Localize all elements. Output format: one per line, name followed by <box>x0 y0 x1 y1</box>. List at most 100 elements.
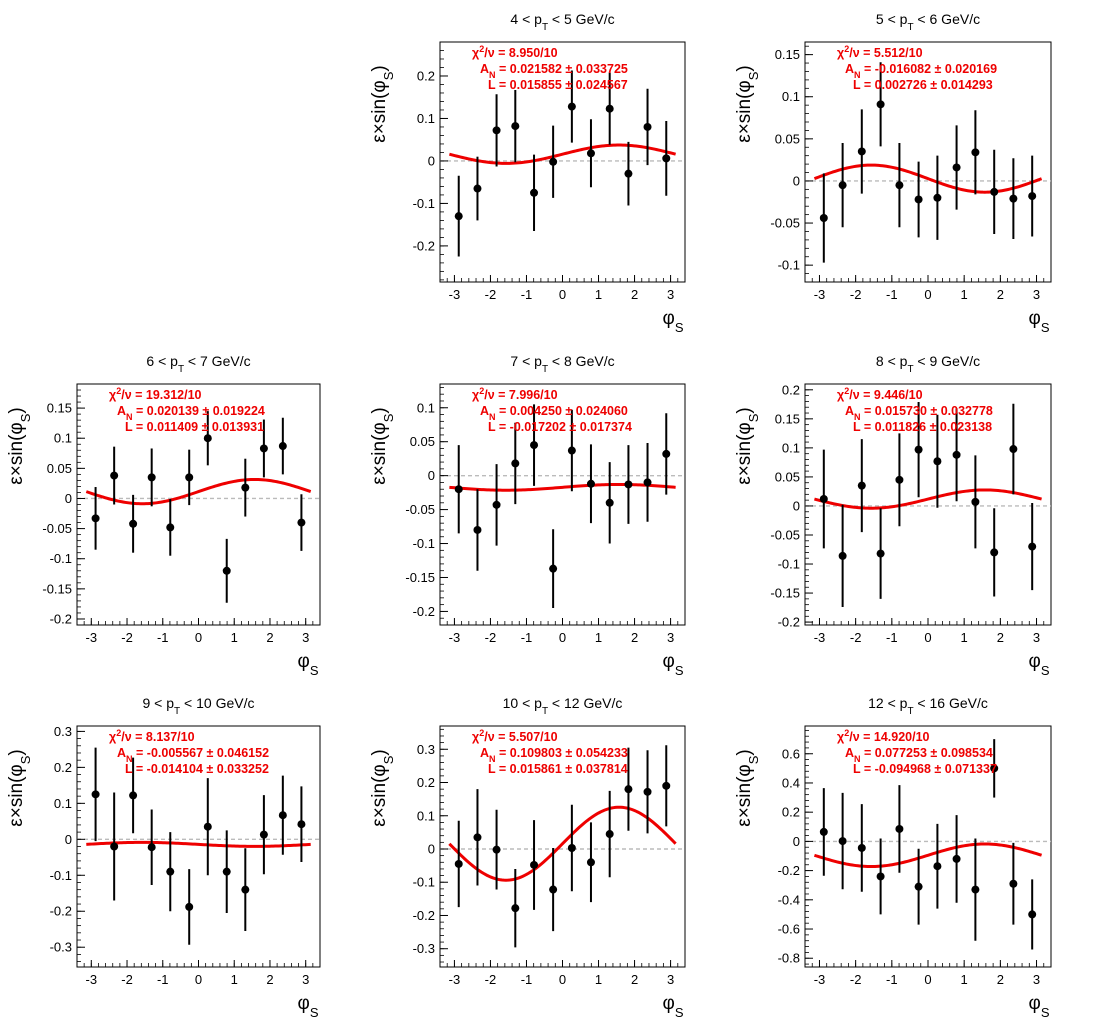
fit-l-text: L = 0.011826 ± 0.023138 <box>853 420 992 434</box>
fit-chi2-text: χ2​/ν = 7.996/10 <box>472 386 558 402</box>
x-tick-label: 2 <box>997 287 1004 302</box>
data-point <box>952 854 961 863</box>
data-point <box>91 514 100 523</box>
plot-panel: -3 -2 -1 0 1 2 3 -0.8 -0.6 -0.4 -0.2 0 0.2 0.4 0.6 12 <… <box>734 695 1052 1020</box>
data-point <box>129 791 138 800</box>
y-tick-label: 0.2 <box>417 68 435 83</box>
data-point <box>473 833 482 842</box>
y-tick-label: -0.2 <box>778 615 800 630</box>
fit-l-text: L = -0.017202 ± 0.017374 <box>488 420 632 434</box>
y-tick-label: 0.1 <box>54 431 72 446</box>
fit-l-text: L = -0.094968 ± 0.071337 <box>853 762 997 776</box>
fit-an-text: AN​ = 0.004250 ± 0.024060 <box>480 404 628 422</box>
data-point <box>1028 542 1037 551</box>
x-axis-label: φS​ <box>1029 993 1050 1020</box>
y-tick-label: -0.05 <box>770 527 800 542</box>
y-tick-label: 0.15 <box>47 401 72 416</box>
fit-an-text: AN​ = 0.015730 ± 0.032778 <box>845 404 993 422</box>
data-point <box>1028 910 1037 919</box>
fit-curve <box>86 840 311 848</box>
y-tick-label: 0 <box>65 491 72 506</box>
data-point <box>876 872 885 881</box>
y-tick-label: 0.2 <box>417 775 435 790</box>
data-point <box>166 867 175 876</box>
data-point <box>971 148 980 157</box>
data-point <box>990 187 999 196</box>
data-point <box>259 830 268 839</box>
x-tick-label: -1 <box>886 287 898 302</box>
data-point <box>511 904 520 913</box>
plot-panel: -3 -2 -1 0 1 2 3 -0.3 -0.2 -0.1 0 0.1 0.2 0.3 9 < pT​ … <box>6 695 321 1020</box>
x-tick-label: 0 <box>195 972 202 987</box>
y-tick-label: 0.1 <box>417 111 435 126</box>
x-tick-label: 1 <box>231 972 238 987</box>
fit-chi2-text: χ2​/ν = 5.507/10 <box>472 728 558 744</box>
y-tick-label: 0.05 <box>775 469 800 484</box>
data-point <box>895 824 904 833</box>
x-tick-label: 1 <box>961 972 968 987</box>
y-tick-label: -0.2 <box>50 611 72 626</box>
y-tick-label: -0.1 <box>413 536 435 551</box>
data-point <box>586 149 595 158</box>
x-tick-label: -1 <box>886 630 898 645</box>
data-point <box>567 843 576 852</box>
y-axis-label: ε×sin(φS​) <box>734 65 761 143</box>
y-tick-label: -0.1 <box>413 875 435 890</box>
data-point <box>549 157 558 166</box>
data-point <box>297 820 306 829</box>
data-point <box>492 500 501 509</box>
x-tick-label: 3 <box>667 972 674 987</box>
x-tick-label: 3 <box>1033 287 1040 302</box>
y-tick-label: -0.05 <box>42 521 72 536</box>
fit-curve <box>813 842 1043 869</box>
x-tick-label: 3 <box>302 972 309 987</box>
data-point <box>259 444 268 453</box>
data-point <box>185 902 194 911</box>
x-tick-label: 0 <box>924 630 931 645</box>
x-axis-label: φS​ <box>1029 308 1050 335</box>
data-point <box>454 212 463 221</box>
y-tick-label: 0 <box>428 468 435 483</box>
y-tick-label: -0.05 <box>405 502 435 517</box>
fit-curve <box>814 488 1042 510</box>
fit-curve <box>448 143 677 165</box>
fit-chi2-text: χ2​/ν = 9.446/10 <box>837 386 923 402</box>
y-tick-label: -0.05 <box>770 216 800 231</box>
x-tick-label: 2 <box>266 972 273 987</box>
y-tick-label: 0.2 <box>54 760 72 775</box>
x-tick-label: -3 <box>449 287 461 302</box>
data-point <box>1028 192 1037 201</box>
x-tick-label: 0 <box>195 630 202 645</box>
fit-l-text: L = -0.014104 ± 0.033252 <box>125 762 269 776</box>
fit-an-text: AN​ = 0.109803 ± 0.054233 <box>480 746 628 764</box>
data-point <box>203 434 212 443</box>
data-point <box>1009 194 1018 203</box>
plot-panel: -3 -2 -1 0 1 2 3 -0.2 -0.15 -0.1 -0.05 0 0.05 0.1 7 < … <box>369 353 686 678</box>
panel-title: 6 < pT​ < 7 GeV/c <box>146 353 250 375</box>
fit-an-text: AN​ = 0.077253 ± 0.098534 <box>845 746 993 764</box>
y-axis-label: ε×sin(φS​) <box>369 749 396 827</box>
plot-panel: -3 -2 -1 0 1 2 3 -0.2 -0.1 0 0.1 0.2 4 < pT​ < 5 GeV… <box>369 11 686 335</box>
x-tick-label: -2 <box>485 630 497 645</box>
x-tick-label: 3 <box>302 630 309 645</box>
y-tick-label: 0.6 <box>782 746 800 761</box>
data-point <box>838 551 847 560</box>
x-tick-label: -2 <box>121 972 133 987</box>
data-point <box>895 475 904 484</box>
x-tick-label: 0 <box>924 287 931 302</box>
y-tick-label: -0.1 <box>778 557 800 572</box>
plot-panel: -3 -2 -1 0 1 2 3 -0.2 -0.15 -0.1 -0.05 0 0.05 0.1 0.15… <box>734 353 1052 678</box>
data-point <box>567 102 576 111</box>
data-point <box>876 100 885 109</box>
y-tick-label: -0.15 <box>405 570 435 585</box>
x-tick-label: -2 <box>485 287 497 302</box>
x-axis-label: φS​ <box>1029 651 1050 678</box>
y-axis-label: ε×sin(φS​) <box>369 65 396 143</box>
data-point <box>110 842 119 851</box>
y-tick-label: -0.15 <box>770 586 800 601</box>
data-point <box>605 498 614 507</box>
data-point <box>454 485 463 494</box>
data-point <box>952 163 961 172</box>
y-tick-label: -0.2 <box>778 863 800 878</box>
